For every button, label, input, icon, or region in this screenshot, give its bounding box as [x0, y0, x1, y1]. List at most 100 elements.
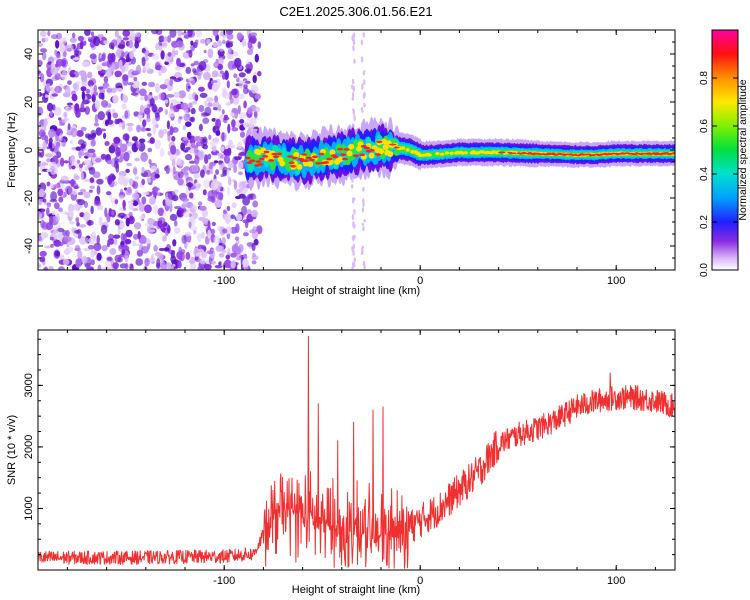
noise-speck	[124, 238, 132, 245]
noise-speck	[136, 249, 143, 257]
noise-speck	[119, 194, 124, 200]
signal-point	[291, 156, 298, 160]
noise-speck	[148, 95, 152, 100]
noise-speck	[124, 255, 129, 263]
noise-speck	[178, 171, 184, 179]
noise-speck	[119, 207, 124, 211]
noise-speck	[218, 261, 222, 266]
noise-speck	[188, 49, 193, 58]
noise-speck	[195, 182, 199, 187]
noise-speck	[211, 118, 217, 122]
noise-speck	[69, 140, 74, 144]
noise-speck	[58, 242, 64, 247]
colorbar-tick-label: 0.6	[699, 119, 710, 133]
noise-speck	[155, 43, 159, 51]
noise-speck	[237, 105, 241, 115]
noise-streak	[363, 79, 366, 86]
noise-speck	[197, 266, 204, 270]
signal-point	[427, 153, 432, 157]
noise-speck	[50, 191, 58, 202]
signal-point	[368, 152, 375, 159]
noise-speck	[58, 133, 63, 142]
noise-speck	[185, 153, 193, 161]
noise-speck	[119, 143, 128, 153]
noise-speck	[169, 78, 173, 87]
noise-speck	[121, 249, 125, 256]
signal-point	[302, 160, 309, 167]
noise-speck	[46, 115, 51, 123]
noise-speck	[245, 64, 251, 69]
noise-speck	[238, 181, 246, 191]
noise-speck	[172, 263, 176, 268]
noise-speck	[40, 48, 47, 53]
noise-speck	[222, 36, 226, 44]
noise-speck	[75, 146, 82, 151]
noise-speck	[250, 32, 257, 37]
noise-speck	[84, 159, 91, 166]
noise-speck	[114, 70, 122, 78]
noise-speck	[108, 66, 114, 73]
noise-speck	[112, 112, 119, 119]
noise-speck	[138, 202, 146, 212]
noise-speck	[65, 105, 69, 110]
noise-speck	[252, 117, 259, 121]
noise-speck	[164, 99, 169, 104]
noise-speck	[160, 223, 165, 232]
signal-point	[255, 149, 262, 156]
noise-speck	[157, 207, 165, 217]
signal-point	[381, 138, 388, 145]
noise-speck	[242, 232, 249, 237]
x-tick-label: 100	[607, 275, 625, 287]
noise-speck	[226, 248, 231, 254]
noise-speck	[132, 168, 138, 175]
noise-streak	[360, 39, 364, 46]
noise-streak	[352, 108, 355, 112]
noise-speck	[122, 133, 130, 141]
signal-point	[393, 146, 400, 149]
noise-streak	[361, 247, 364, 254]
noise-speck	[185, 66, 192, 74]
noise-speck	[147, 217, 154, 226]
noise-speck	[162, 128, 168, 134]
noise-speck	[215, 73, 224, 77]
signal-point	[318, 152, 325, 156]
noise-speck	[127, 82, 134, 86]
noise-speck	[188, 77, 194, 81]
x-tick-label: -100	[213, 275, 235, 287]
noise-speck	[138, 111, 143, 116]
noise-speck	[136, 141, 141, 149]
signal-point	[327, 159, 334, 165]
noise-speck	[77, 192, 84, 196]
noise-speck	[93, 36, 101, 47]
noise-speck	[202, 117, 210, 124]
noise-speck	[202, 138, 207, 143]
noise-speck	[74, 103, 80, 112]
noise-speck	[203, 100, 208, 107]
noise-speck	[167, 52, 172, 57]
noise-speck	[90, 249, 95, 258]
noise-speck	[133, 243, 141, 247]
noise-speck	[135, 258, 143, 266]
noise-speck	[79, 212, 85, 218]
spectrogram-panel: -100 0 100 -40 -20 0 20 40 Height of straight l…	[6, 29, 676, 297]
noise-speck	[218, 252, 225, 258]
noise-speck	[252, 195, 257, 200]
noise-speck	[44, 94, 49, 98]
noise-speck	[38, 70, 42, 74]
noise-speck	[50, 243, 54, 248]
noise-speck	[203, 49, 207, 54]
noise-speck	[65, 86, 71, 96]
signal-point	[269, 160, 276, 170]
noise-speck	[207, 229, 211, 239]
noise-speck	[167, 225, 171, 234]
noise-speck	[165, 164, 170, 175]
noise-speck	[141, 246, 149, 254]
noise-speck	[153, 109, 161, 115]
noise-speck	[112, 262, 119, 270]
noise-speck	[145, 127, 151, 132]
noise-streak	[361, 245, 364, 249]
noise-speck	[120, 222, 125, 229]
y-tick-label: 20	[23, 96, 35, 108]
noise-speck	[81, 90, 86, 101]
noise-speck	[138, 216, 145, 220]
